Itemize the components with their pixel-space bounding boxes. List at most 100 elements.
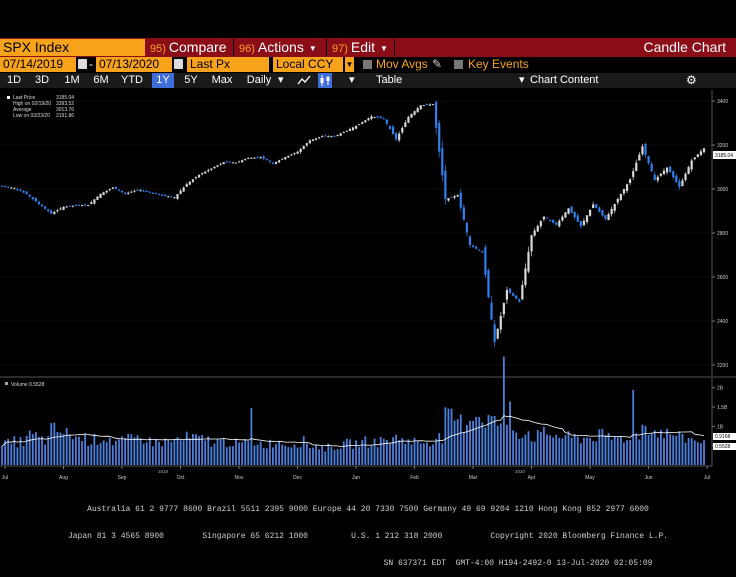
candle-body [545, 217, 549, 219]
actions-label: Actions [257, 39, 304, 55]
volume-bar [379, 437, 382, 465]
volume-bar [68, 434, 71, 465]
key-events-checkbox[interactable] [454, 60, 463, 69]
volume-bar [438, 433, 441, 465]
candle-body [625, 184, 629, 191]
volume-bar [167, 439, 170, 465]
candle-body [348, 129, 352, 131]
candle-body [629, 179, 632, 183]
volume-bar [296, 447, 299, 465]
candle-body [638, 154, 641, 161]
volume-bar [272, 447, 274, 465]
candle-body [241, 160, 244, 163]
range-1y[interactable]: 1Y [152, 73, 174, 88]
volume-bar [1, 446, 3, 465]
volume-bar [450, 408, 453, 465]
candle-body [490, 302, 493, 320]
chart-content-button[interactable]: Chart Content [530, 74, 599, 86]
start-date-field[interactable]: 07/14/2019 [0, 57, 76, 72]
ticker-field[interactable]: SPX Index [0, 39, 145, 56]
candle-chart-icon[interactable] [318, 73, 332, 88]
range-3d[interactable]: 3D [34, 74, 50, 86]
volume-series [1, 356, 705, 465]
candle-body [702, 148, 706, 153]
field-select[interactable]: Last Px [187, 57, 269, 72]
range-6m[interactable]: 6M [93, 74, 109, 86]
range-max[interactable]: Max [211, 74, 233, 86]
volume-bar [161, 446, 164, 465]
mov-avgs-label[interactable]: Mov Avgs [376, 57, 428, 71]
frequency-select[interactable]: Daily [246, 74, 272, 86]
actions-button[interactable]: 96) Actions ▼ [239, 39, 317, 56]
candle-body [188, 181, 191, 185]
volume-bar [398, 440, 401, 465]
line-chart-icon[interactable] [297, 73, 311, 88]
time-tick-label: Aug [59, 475, 68, 481]
candle-body [327, 136, 330, 138]
candle-body [410, 113, 413, 118]
key-events-label[interactable]: Key Events [468, 57, 529, 71]
volume-bar [539, 431, 542, 465]
range-1d[interactable]: 1D [6, 74, 22, 86]
end-date-field[interactable]: 07/13/2020 [96, 57, 172, 72]
candle-body [370, 116, 373, 119]
volume-bar [401, 438, 404, 465]
legend-high: High on 02/19/20 [13, 101, 51, 107]
volume-bar [552, 437, 555, 465]
volume-bar [44, 444, 47, 465]
volume-bar [250, 407, 253, 465]
legend-low: Low on 03/23/20 [13, 113, 50, 119]
candle-body [579, 220, 582, 227]
candle-body [373, 116, 376, 118]
volume-bar [195, 434, 197, 465]
volume-bar [4, 440, 6, 465]
range-ytd[interactable]: YTD [121, 74, 143, 86]
candle-body [120, 190, 124, 193]
pencil-icon[interactable]: ✎ [432, 57, 443, 71]
volume-bar [392, 437, 394, 465]
candle-body [687, 167, 690, 174]
volume-bar [382, 438, 385, 465]
volume-tick-label: 1.5B [717, 405, 728, 411]
volume-bar [453, 420, 456, 465]
candle-body [450, 196, 453, 198]
candle-body [690, 160, 693, 170]
candle-body [398, 133, 401, 141]
candle-body [228, 161, 231, 163]
table-button[interactable]: Table [376, 74, 403, 86]
candle-body [93, 199, 96, 204]
candle-body [379, 116, 382, 119]
currency-select[interactable]: Local CCY [273, 57, 343, 72]
candle-body [582, 220, 586, 226]
candle-body [50, 210, 53, 214]
gear-icon[interactable]: ⚙ [686, 73, 697, 87]
chevron-down-icon[interactable]: ▾ [349, 74, 355, 86]
candle-body [265, 159, 268, 161]
chevron-down-icon[interactable]: ▾ [519, 74, 525, 86]
calendar-icon[interactable] [174, 59, 183, 69]
chevron-down-icon[interactable]: ▼ [345, 57, 354, 72]
volume-bar [7, 438, 10, 465]
compare-button[interactable]: 95) Compare [150, 39, 227, 56]
candle-body [274, 161, 278, 164]
range-1m[interactable]: 1M [64, 74, 80, 86]
candle-body [62, 206, 65, 210]
candle-body [441, 148, 444, 176]
mov-avgs-checkbox[interactable] [363, 60, 372, 69]
candle-body [539, 221, 542, 227]
candle-body [268, 160, 271, 162]
volume-bar [204, 440, 207, 465]
calendar-icon[interactable] [78, 59, 87, 69]
volume-bar [318, 449, 321, 465]
chevron-down-icon[interactable]: ▾ [278, 74, 284, 86]
edit-button[interactable]: 97) Edit ▼ [332, 39, 388, 56]
range-5y[interactable]: 5Y [184, 74, 198, 86]
footer-line-1: Australia 61 2 9777 8600 Brazil 5511 239… [87, 505, 649, 514]
candle-body [653, 174, 656, 180]
range-bar [0, 73, 736, 88]
candle-body [145, 190, 148, 192]
candle-body [681, 180, 684, 186]
candle-body [37, 201, 41, 204]
candle-body [84, 204, 87, 206]
